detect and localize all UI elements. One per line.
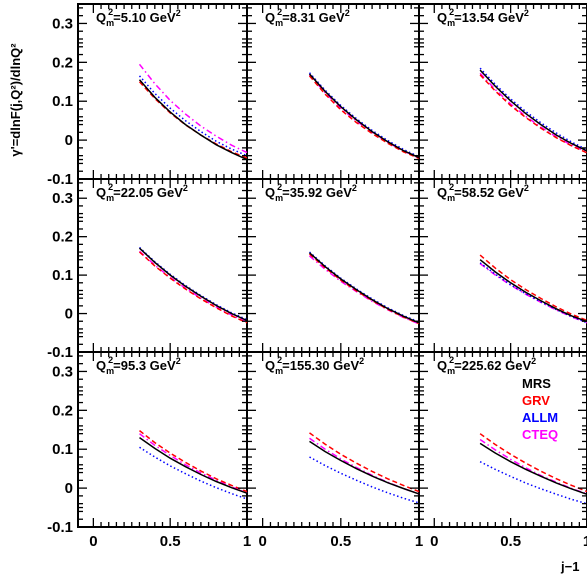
series-line-allm bbox=[308, 72, 420, 158]
x-tick-label: 0.5 bbox=[500, 533, 521, 550]
x-tick-label: 1 bbox=[583, 533, 587, 550]
series-line-cteq bbox=[308, 74, 420, 159]
panel-frame bbox=[77, 178, 248, 353]
series-line-mrs bbox=[309, 252, 420, 324]
x-tick-label: 0 bbox=[89, 533, 97, 550]
series-line-mrs bbox=[138, 247, 248, 322]
series-line-allm bbox=[479, 461, 587, 505]
panel-label: Qm2=58.52 GeV2 bbox=[437, 182, 529, 203]
y-tick-label: -0.1 bbox=[47, 519, 73, 536]
series-line-mrs bbox=[308, 73, 420, 159]
series-line-allm bbox=[479, 67, 587, 151]
series-line-grv bbox=[479, 433, 587, 493]
series-line-allm bbox=[139, 446, 248, 500]
series-line-allm bbox=[309, 251, 420, 323]
panel-label: Qm2=225.62 GeV2 bbox=[437, 355, 536, 376]
legend-entry-grv: GRV bbox=[522, 393, 550, 408]
y-tick-label: 0.2 bbox=[52, 54, 73, 71]
series-line-mrs bbox=[309, 440, 420, 495]
series-line-cteq bbox=[309, 255, 420, 325]
y-tick-label: -0.1 bbox=[47, 344, 73, 361]
tick-labels: -0.1 0 0.1 0.2 0.3 -0.1 0 0.1 0.2 0.3 -0.1 0 0.1 0.2 0… bbox=[47, 15, 587, 550]
x-tick-label: 0.5 bbox=[330, 533, 351, 550]
series-line-allm bbox=[479, 262, 587, 324]
panel-frame bbox=[418, 351, 587, 528]
x-tick-label: 1 bbox=[415, 533, 423, 550]
series-line-mrs bbox=[139, 436, 248, 494]
series-line-allm bbox=[138, 246, 248, 321]
series-line-cteq bbox=[138, 63, 248, 154]
panel-frame bbox=[246, 3, 420, 180]
panel-frame bbox=[246, 178, 420, 353]
legend-entry-allm: ALLM bbox=[522, 410, 558, 425]
panel-label: Qm2=35.92 GeV2 bbox=[265, 182, 357, 203]
series-line-cteq bbox=[139, 433, 248, 494]
series-line-cteq bbox=[138, 250, 248, 323]
series-curves bbox=[138, 63, 587, 505]
panel-label: Qm2=22.05 GeV2 bbox=[96, 182, 188, 203]
y-tick-label: 0.2 bbox=[52, 229, 73, 246]
series-line-mrs bbox=[138, 79, 248, 161]
series-line-cteq bbox=[479, 72, 587, 153]
x-tick-label: 1 bbox=[243, 533, 251, 550]
series-line-grv bbox=[309, 253, 420, 325]
series-line-grv bbox=[479, 74, 587, 154]
y-axis-title: γ'=dlnF(j,Q²)/dlnQ² bbox=[8, 43, 23, 157]
series-line-allm bbox=[138, 75, 248, 157]
x-axis-title: j−1 bbox=[560, 559, 579, 574]
series-line-mrs bbox=[479, 259, 587, 323]
panel-label: Qm2=5.10 GeV2 bbox=[96, 7, 181, 28]
y-tick-label: 0.3 bbox=[52, 363, 73, 380]
series-line-grv bbox=[139, 430, 248, 493]
series-line-mrs bbox=[479, 69, 587, 152]
y-tick-label: 0.1 bbox=[52, 93, 73, 110]
y-tick-label: 0.1 bbox=[52, 441, 73, 458]
panel-frame bbox=[77, 3, 248, 180]
y-tick-label: 0.3 bbox=[52, 190, 73, 207]
x-tick-label: 0 bbox=[430, 533, 438, 550]
panel-label: Qm2=13.54 GeV2 bbox=[437, 7, 529, 28]
y-tick-label: 0.2 bbox=[52, 402, 73, 419]
series-line-grv bbox=[138, 251, 248, 324]
panel-label: Qm2=8.31 GeV2 bbox=[265, 7, 350, 28]
series-line-allm bbox=[309, 456, 420, 504]
legend: MRS GRV ALLM CTEQ bbox=[522, 376, 558, 442]
series-line-grv bbox=[479, 254, 587, 322]
y-tick-label: 0.1 bbox=[52, 267, 73, 284]
x-tick-label: 0 bbox=[258, 533, 266, 550]
panel-labels: Qm2=5.10 GeV2 Qm2=8.31 GeV2 Qm2=13.54 GeV2… bbox=[96, 7, 536, 376]
panel-label: Qm2=95.3 GeV2 bbox=[96, 355, 181, 376]
panel-frame bbox=[77, 351, 248, 528]
y-tick-label: 0 bbox=[65, 480, 73, 497]
y-tick-label: 0.3 bbox=[52, 15, 73, 32]
legend-entry-cteq: CTEQ bbox=[522, 427, 558, 442]
series-line-mrs bbox=[479, 442, 587, 496]
series-line-grv bbox=[309, 432, 420, 493]
y-tick-label: 0 bbox=[65, 306, 73, 323]
y-tick-label: -0.1 bbox=[47, 171, 73, 188]
series-line-grv bbox=[308, 75, 420, 160]
y-tick-label: 0 bbox=[65, 132, 73, 149]
panel-frame bbox=[418, 178, 587, 353]
legend-entry-mrs: MRS bbox=[522, 376, 551, 391]
panel-frame bbox=[246, 351, 420, 528]
axis-ticks bbox=[78, 3, 587, 528]
panel-label: Qm2=155.30 GeV2 bbox=[265, 355, 364, 376]
x-tick-label: 0.5 bbox=[160, 533, 181, 550]
